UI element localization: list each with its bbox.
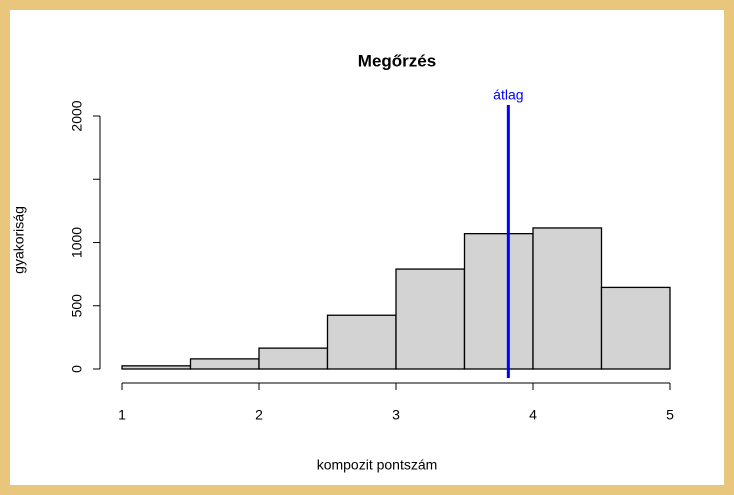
chart: Megőrzés kompozit pontszám gyakoriság 0 5… [10, 10, 724, 485]
bar [189, 358, 260, 370]
bar [121, 365, 192, 370]
bar [600, 286, 671, 370]
bar [532, 227, 603, 370]
x-tick-label: 3 [392, 407, 400, 423]
x-tick-label: 4 [529, 407, 537, 423]
y-tick-label: 500 [69, 294, 85, 318]
bar [326, 314, 397, 370]
x-tick-label: 1 [118, 407, 126, 423]
bar [395, 268, 466, 370]
y-tick-label: 1000 [69, 227, 85, 258]
bar [463, 232, 534, 370]
y-axis-label: gyakoriság [11, 206, 27, 274]
bar [258, 347, 329, 370]
y-tick-label: 0 [69, 365, 85, 373]
chart-title: Megőrzés [358, 51, 436, 70]
y-tick-label: 2000 [69, 100, 85, 131]
x-axis-label: kompozit pontszám [317, 457, 438, 473]
annotation-label: átlag [493, 87, 523, 103]
x-tick-label: 2 [255, 407, 263, 423]
x-tick-label: 5 [666, 407, 674, 423]
